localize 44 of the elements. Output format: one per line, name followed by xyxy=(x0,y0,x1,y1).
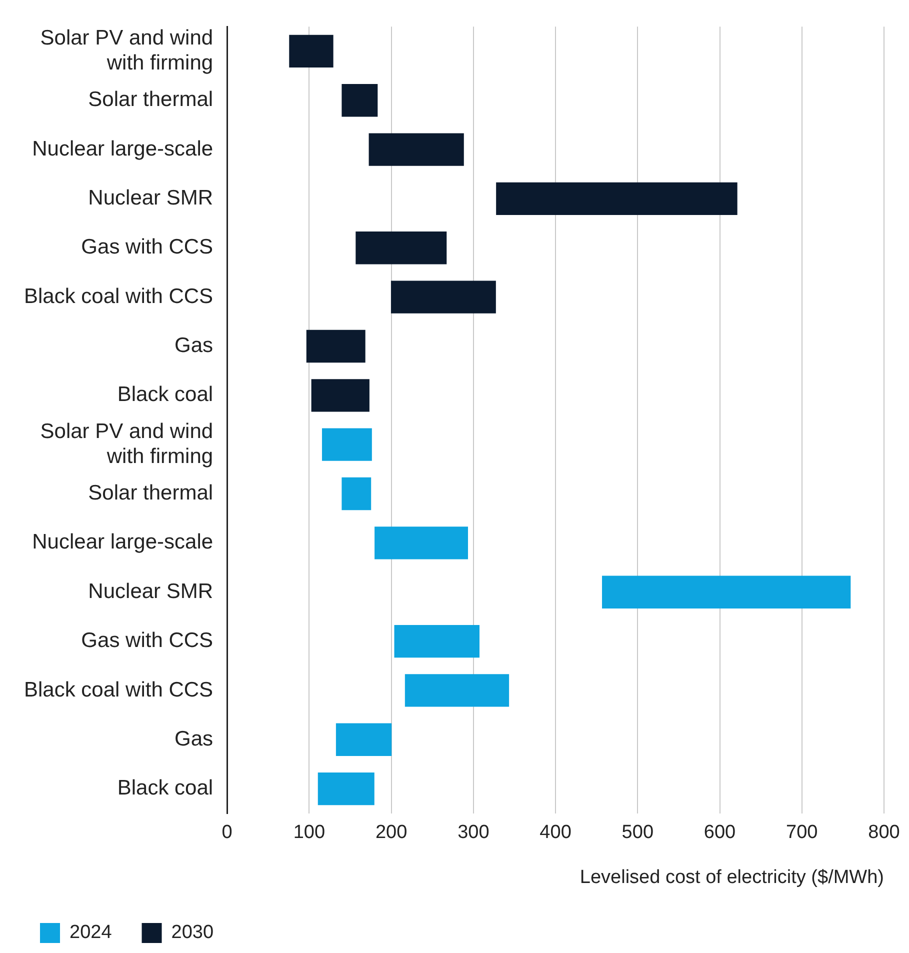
bar xyxy=(289,34,334,68)
bar xyxy=(306,330,366,363)
y-tick-label: Solar PV and wind with firming xyxy=(40,26,214,75)
x-tick-label: 0 xyxy=(222,822,232,844)
y-tick-label: Gas xyxy=(174,334,214,358)
y-tick-label: Nuclear large-scale xyxy=(32,137,214,160)
x-tick-label: 500 xyxy=(622,822,654,844)
bar xyxy=(342,84,378,117)
y-tick-label: Nuclear large-scale xyxy=(32,530,214,554)
bar xyxy=(394,624,480,658)
bar xyxy=(342,477,372,510)
x-tick-label: 800 xyxy=(868,822,900,844)
y-tick-label: Gas with CCS xyxy=(81,236,214,259)
bar xyxy=(374,526,468,560)
legend-label: 2024 xyxy=(70,922,112,944)
x-tick-label: 100 xyxy=(293,822,326,844)
y-tick-label: Solar thermal xyxy=(88,88,214,112)
y-tick-label: Solar thermal xyxy=(88,482,214,505)
bar xyxy=(336,723,392,756)
bar xyxy=(322,428,372,461)
x-tick-label: 600 xyxy=(704,822,736,844)
bar xyxy=(602,576,851,608)
x-tick-label: 400 xyxy=(540,822,572,844)
bar xyxy=(311,379,370,412)
y-tick-label: Nuclear SMR xyxy=(88,186,214,210)
y-tick-label: Nuclear SMR xyxy=(88,580,214,603)
x-tick-label: 300 xyxy=(458,822,490,844)
bar xyxy=(356,232,447,264)
legend-label: 2030 xyxy=(171,922,214,944)
x-tick-label: 200 xyxy=(375,822,408,844)
y-tick-label: Black coal with CCS xyxy=(24,284,214,308)
y-tick-label: Black coal with CCS xyxy=(24,678,214,702)
x-axis-title: Levelised cost of electricity ($/MWh) xyxy=(580,866,884,888)
bar xyxy=(390,280,496,314)
y-tick-label: Solar PV and wind with firming xyxy=(40,420,214,468)
y-tick-label: Gas xyxy=(174,727,214,750)
bar xyxy=(368,133,464,166)
bar xyxy=(318,772,374,806)
bar xyxy=(404,674,510,707)
y-tick-label: Black coal xyxy=(117,776,214,800)
bar xyxy=(496,182,738,216)
x-tick-label: 700 xyxy=(786,822,818,844)
y-tick-label: Black coal xyxy=(117,383,214,406)
y-tick-label: Gas with CCS xyxy=(81,629,214,652)
